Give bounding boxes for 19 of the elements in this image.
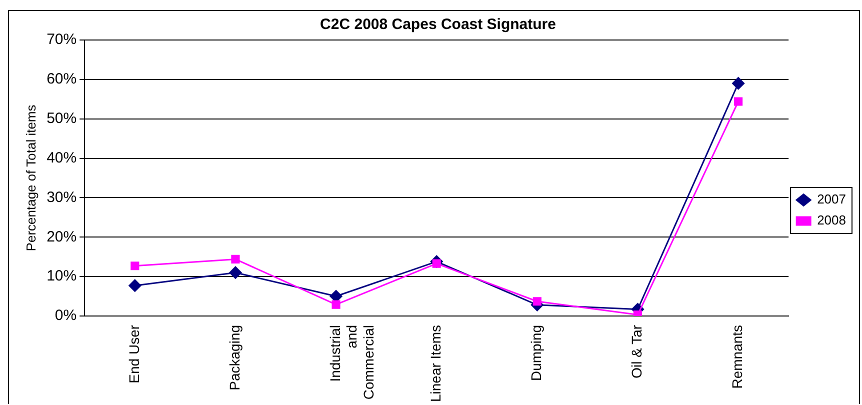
x-tick-label: Oil & Tar [628, 324, 645, 378]
y-tick-label: 40% [46, 149, 77, 166]
y-axis-title: Percentage of Total items [23, 104, 38, 252]
legend-label: 2007 [817, 192, 846, 207]
x-tick-label: Dumping [528, 324, 544, 381]
x-tick-label: Remnants [729, 324, 746, 389]
y-tick-label: 50% [46, 110, 77, 127]
y-tick-label: 20% [46, 228, 77, 246]
y-tick-label: 70% [46, 31, 77, 48]
chart-title: C2C 2008 Capes Coast Signature [320, 16, 556, 34]
x-tick-label: Industrial and Commercial [326, 324, 376, 400]
x-tick-label: Linear Items [427, 324, 444, 402]
x-tick-label: Packaging [226, 324, 242, 390]
y-tick-label: 10% [46, 268, 77, 285]
y-tick-label: 30% [46, 188, 77, 206]
x-tick-label: End User [126, 324, 142, 384]
legend-label: 2008 [817, 212, 846, 228]
y-tick-label: 0% [54, 307, 77, 324]
y-tick-label: 60% [46, 70, 77, 88]
